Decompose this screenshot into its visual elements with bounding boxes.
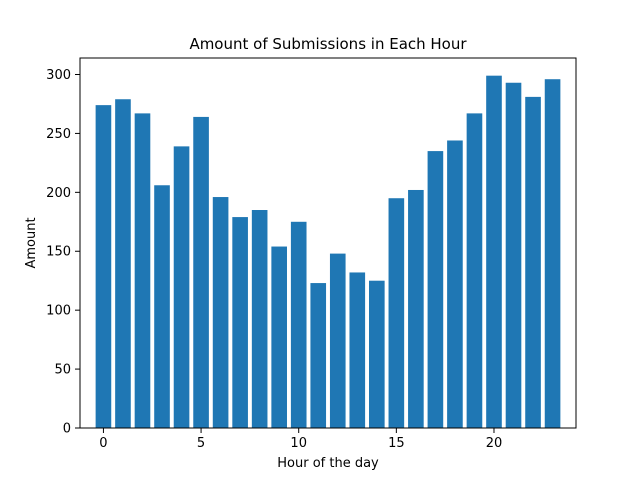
bar-hour-9 xyxy=(271,246,287,428)
bar-hour-10 xyxy=(290,221,307,428)
x-tick-label: 0 xyxy=(99,436,107,451)
y-tick-label: 300 xyxy=(46,68,71,83)
bar-hour-8 xyxy=(251,210,268,428)
y-tick-label: 50 xyxy=(54,363,71,378)
bar-hour-22 xyxy=(525,96,541,429)
y-tick-label: 100 xyxy=(46,304,71,319)
x-tick-label: 15 xyxy=(388,436,405,451)
bar-hour-18 xyxy=(447,140,463,428)
bar-hour-7 xyxy=(232,217,248,428)
bar-hour-23 xyxy=(544,79,561,428)
bar-hour-0 xyxy=(95,105,112,428)
x-tick-label: 5 xyxy=(197,436,205,451)
bar-hour-11 xyxy=(310,283,327,428)
bar-hour-16 xyxy=(408,189,424,428)
bar-hour-5 xyxy=(193,116,209,428)
bar-hour-4 xyxy=(173,146,190,428)
bar-hour-15 xyxy=(388,198,405,428)
bar-hour-12 xyxy=(329,253,346,428)
bar-hour-19 xyxy=(466,113,483,428)
chart-title: Amount of Submissions in Each Hour xyxy=(189,35,467,53)
x-tick-label: 20 xyxy=(486,436,503,451)
bar-hour-17 xyxy=(427,151,444,428)
y-axis-ticks: 0 50 100 150 200 250 300 xyxy=(46,68,80,437)
x-tick-label: 10 xyxy=(290,436,307,451)
y-tick-label: 0 xyxy=(63,422,71,437)
plot-frame xyxy=(79,57,577,429)
bar-hour-6 xyxy=(212,197,229,428)
bar-hour-2 xyxy=(134,113,151,428)
y-tick-label: 150 xyxy=(46,245,71,260)
y-tick-label: 250 xyxy=(46,127,71,142)
bar-hour-20 xyxy=(486,75,502,428)
bar-hour-13 xyxy=(349,272,366,428)
bars-group xyxy=(95,75,561,429)
bar-hour-21 xyxy=(505,82,522,428)
y-axis-label: Amount xyxy=(24,217,39,268)
y-tick-label: 200 xyxy=(46,186,71,201)
bar-hour-3 xyxy=(154,185,170,428)
bar-hour-14 xyxy=(369,280,385,428)
x-axis-label: Hour of the day xyxy=(277,456,379,471)
x-axis-ticks: 0 5 10 15 20 xyxy=(99,428,502,451)
bar-hour-1 xyxy=(115,99,131,428)
